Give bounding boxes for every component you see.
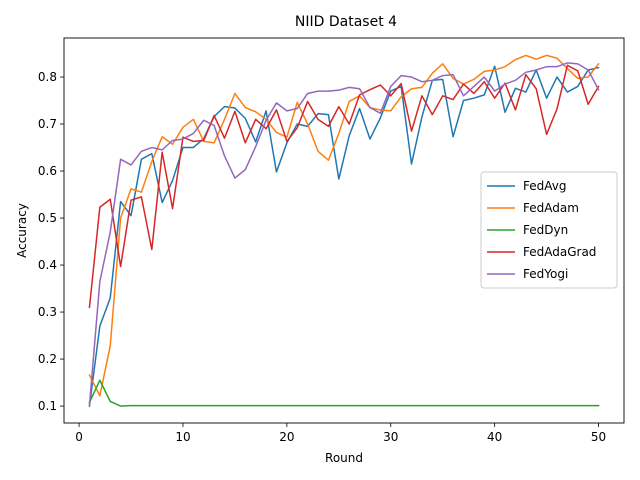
series-line-fedavg xyxy=(88,65,600,407)
x-axis-title: Round xyxy=(325,451,363,465)
legend-label-fedavg: FedAvg xyxy=(523,179,566,193)
y-axis: 0.1 0.2 0.3 0.4 0.5 0.6 0.7 0.8 xyxy=(38,70,64,413)
series-layer xyxy=(88,54,600,407)
series-line-fedyogi xyxy=(88,62,600,406)
y-tick-label: 0.4 xyxy=(38,258,57,272)
y-tick-label: 0.8 xyxy=(38,70,57,84)
x-tick-label: 40 xyxy=(487,430,502,444)
x-tick-label: 50 xyxy=(591,430,606,444)
plot-frame xyxy=(63,37,625,424)
legend-label-fedadam: FedAdam xyxy=(523,201,579,215)
y-tick-label: 0.6 xyxy=(38,164,57,178)
x-axis: 0 10 20 30 40 50 xyxy=(75,423,606,444)
y-tick-label: 0.7 xyxy=(38,117,57,131)
x-tick-label: 30 xyxy=(383,430,398,444)
series-line-feddyn xyxy=(88,379,600,407)
y-axis-title: Accuracy xyxy=(15,203,29,258)
y-tick-label: 0.1 xyxy=(38,399,57,413)
x-tick-label: 20 xyxy=(279,430,294,444)
y-tick-label: 0.3 xyxy=(38,305,57,319)
legend-label-fedadagrad: FedAdaGrad xyxy=(523,245,596,259)
series-line-fedadam xyxy=(88,54,600,397)
x-tick-label: 0 xyxy=(75,430,83,444)
chart-title: NIID Dataset 4 xyxy=(295,14,397,30)
legend-box xyxy=(480,171,618,289)
y-tick-label: 0.5 xyxy=(38,211,57,225)
legend-label-feddyn: FedDyn xyxy=(523,223,568,237)
legend: FedAvg FedAdam FedDyn FedAdaGrad FedYogi xyxy=(480,171,618,289)
y-tick-label: 0.2 xyxy=(38,352,57,366)
legend-label-fedyogi: FedYogi xyxy=(523,267,568,281)
x-tick-label: 10 xyxy=(175,430,190,444)
series-line-fedadagrad xyxy=(88,64,600,309)
